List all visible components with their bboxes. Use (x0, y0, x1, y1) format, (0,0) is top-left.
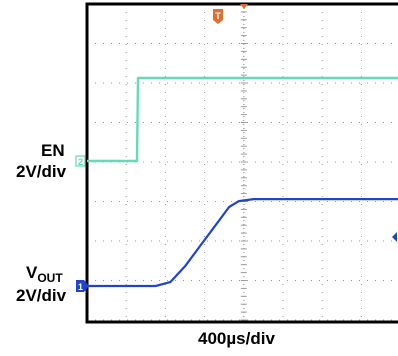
en-scale-label: 2V/div (16, 162, 67, 181)
grid (87, 3, 398, 322)
vout-channel-label: VOUT (26, 264, 63, 284)
vout-scale-label: 2V/div (16, 286, 67, 305)
channel-2-marker: 2 (75, 155, 86, 167)
channel-1-marker: 1 (76, 280, 89, 292)
en-channel-label: EN (41, 141, 65, 160)
trigger-marker: T (213, 4, 248, 24)
channel-marker-text: 1 (78, 282, 83, 292)
traces (87, 76, 398, 288)
en-trace (87, 76, 398, 163)
trigger-marker-text: T (215, 11, 221, 21)
channel-1-marker-box (76, 280, 89, 292)
vout-offset-marker (392, 232, 397, 242)
channel-marker-text: 2 (78, 157, 83, 167)
trigger-position-arrow (240, 4, 248, 9)
vout-label-sub: OUT (37, 271, 63, 285)
vout-trace (87, 198, 398, 288)
markers: 2 1 T (75, 4, 397, 292)
time-scale-label: 400µs/div (198, 329, 275, 348)
channel-2-marker-box (75, 155, 86, 167)
vout-label-main: V (26, 263, 38, 282)
trigger-marker-shape (213, 9, 223, 24)
